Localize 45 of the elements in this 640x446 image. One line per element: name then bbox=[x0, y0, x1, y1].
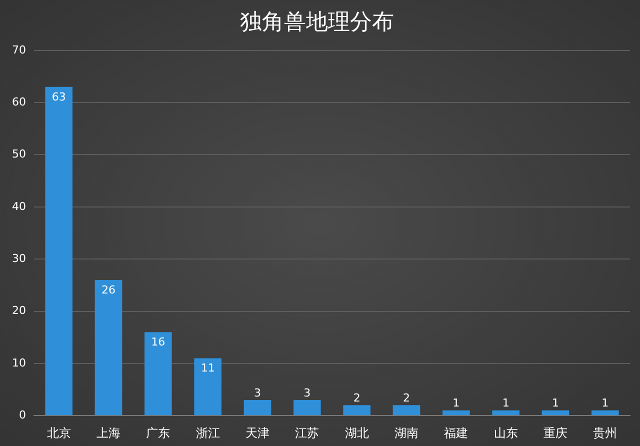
data-label: 26 bbox=[101, 283, 116, 296]
data-label: 11 bbox=[200, 362, 215, 375]
bar bbox=[592, 410, 619, 416]
x-tick-label: 山东 bbox=[494, 426, 518, 440]
bar bbox=[194, 358, 222, 416]
data-label: 16 bbox=[151, 335, 166, 348]
data-label: 63 bbox=[52, 90, 66, 104]
x-tick-label: 湖南 bbox=[394, 426, 418, 440]
y-tick-label: 70 bbox=[12, 43, 26, 56]
x-tick-label: 贵州 bbox=[593, 426, 618, 440]
bar bbox=[392, 405, 420, 416]
y-tick-label: 50 bbox=[12, 148, 26, 161]
chart-title: 独角兽地理分布 bbox=[240, 10, 394, 35]
bar bbox=[492, 410, 520, 416]
data-label: 1 bbox=[602, 396, 609, 410]
y-tick-label: 20 bbox=[12, 304, 26, 318]
x-tick-label: 北京 bbox=[46, 426, 71, 440]
data-label: 3 bbox=[254, 386, 261, 400]
x-tick-label: 天津 bbox=[246, 426, 270, 440]
bar bbox=[442, 410, 470, 416]
x-tick-label: 湖北 bbox=[344, 426, 369, 440]
bar bbox=[94, 280, 122, 416]
bar bbox=[144, 332, 172, 416]
bar bbox=[244, 400, 272, 416]
y-tick-label: 10 bbox=[12, 356, 26, 370]
data-label: 3 bbox=[304, 386, 311, 400]
bar bbox=[343, 405, 370, 416]
y-tick-label: 60 bbox=[12, 95, 26, 108]
x-tick-label: 浙江 bbox=[196, 426, 220, 440]
data-label: 1 bbox=[502, 396, 510, 410]
x-tick-label: 广东 bbox=[146, 426, 170, 440]
bar bbox=[542, 410, 570, 416]
data-label: 1 bbox=[452, 396, 460, 410]
data-label: 1 bbox=[552, 396, 559, 410]
y-tick-label: 30 bbox=[12, 252, 26, 265]
y-tick-label: 40 bbox=[12, 200, 26, 213]
x-tick-label: 福建 bbox=[444, 426, 468, 440]
y-tick-label: 0 bbox=[18, 408, 26, 422]
x-tick-label: 重庆 bbox=[544, 426, 568, 440]
data-label: 2 bbox=[403, 392, 410, 405]
data-label: 2 bbox=[353, 392, 360, 405]
bar bbox=[294, 400, 321, 416]
x-tick-label: 江苏 bbox=[295, 426, 320, 440]
bar bbox=[45, 86, 72, 416]
x-tick-label: 上海 bbox=[96, 426, 120, 440]
